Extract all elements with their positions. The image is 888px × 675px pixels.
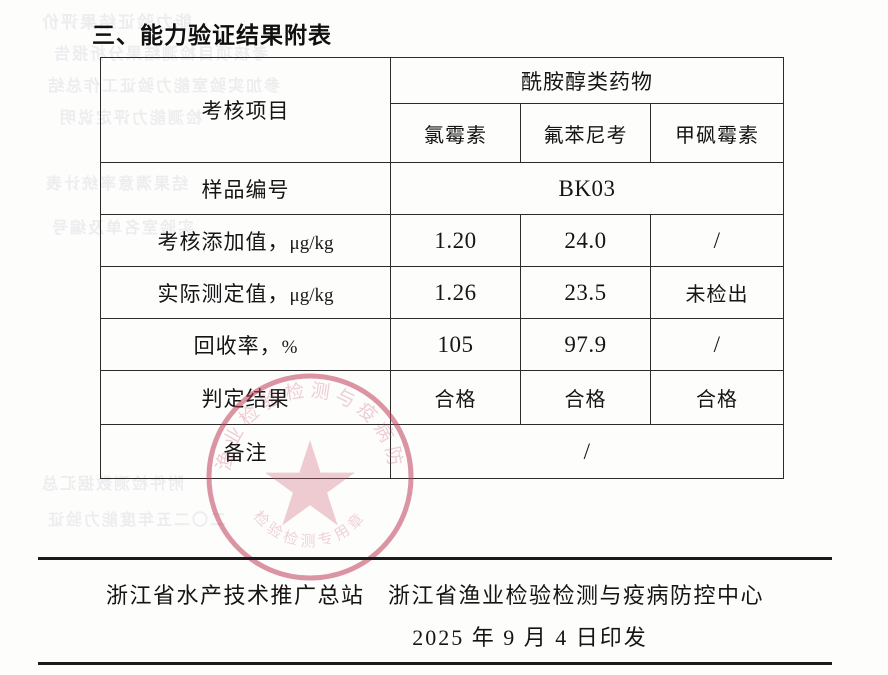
cell-spiked-2: /: [649, 214, 785, 267]
row-label-unit: μg/kg: [289, 284, 334, 306]
row-label-spiked-value: 考核添加值，μg/kg: [100, 214, 391, 267]
cell-spiked-1: 24.0: [520, 214, 651, 267]
header-cell-item: 考核项目: [100, 57, 391, 163]
footer-issue-date: 2025 年 9 月 4 日印发: [412, 625, 648, 650]
header-cell-analyte-0: 氯霉素: [390, 103, 521, 163]
table-row: 判定结果 合格 合格 合格: [100, 370, 785, 425]
cell-recovery-0: 105: [390, 318, 521, 371]
header-cell-analyte-2: 甲砜霉素: [649, 103, 785, 163]
row-label-recovery: 回收率，%: [100, 318, 391, 371]
row-label-measured-value: 实际测定值，μg/kg: [100, 266, 391, 319]
capability-verification-table: 考核项目 酰胺醇类药物 氯霉素 氟苯尼考 甲砜霉素 样品编号 BK03 考核添加…: [100, 57, 785, 479]
row-value-sample-no: BK03: [389, 162, 785, 215]
table-header-row-group: 考核项目 酰胺醇类药物: [100, 57, 785, 163]
table-row: 回收率，% 105 97.9 /: [100, 318, 785, 371]
row-label-remarks: 备注: [100, 424, 391, 479]
footer-rule-bottom: [38, 662, 832, 665]
table-row: 实际测定值，μg/kg 1.26 23.5 未检出: [100, 266, 785, 319]
row-label-unit: %: [281, 336, 298, 358]
table-row: 考核添加值，μg/kg 1.20 24.0 /: [100, 214, 785, 267]
cell-recovery-2: /: [649, 318, 785, 371]
cell-measured-0: 1.26: [390, 266, 521, 319]
header-cell-drug-group: 酰胺醇类药物: [389, 57, 785, 104]
cell-spiked-0: 1.20: [390, 214, 521, 267]
table-row: 样品编号 BK03: [100, 162, 785, 215]
row-label-text: 考核添加值，: [157, 229, 290, 254]
bleed-through-text: 二〇二五年度能力验证: [46, 512, 227, 529]
row-label-unit: μg/kg: [289, 232, 334, 254]
row-label-sample-no: 样品编号: [100, 162, 391, 215]
row-label-verdict: 判定结果: [100, 370, 391, 425]
footer-rule-top: [38, 557, 832, 560]
svg-text:检验检测专用章: 检验检测专用章: [250, 507, 370, 550]
row-label-text: 实际测定值，: [157, 281, 290, 306]
cell-measured-1: 23.5: [520, 266, 651, 319]
section-heading: 三、能力验证结果附表: [92, 22, 332, 48]
cell-measured-2: 未检出: [649, 266, 785, 319]
table-row: 备注 /: [100, 424, 785, 479]
cell-verdict-2: 合格: [649, 370, 785, 425]
cell-recovery-1: 97.9: [520, 318, 651, 371]
table-header-row-analytes: 氯霉素 氟苯尼考 甲砜霉素: [101, 103, 785, 163]
cell-verdict-1: 合格: [520, 370, 651, 425]
header-cell-analyte-1: 氟苯尼考: [520, 103, 651, 163]
row-label-text: 回收率，: [193, 333, 282, 358]
cell-verdict-0: 合格: [390, 370, 521, 425]
cell-remarks-value: /: [389, 424, 785, 479]
footer-organizations: 浙江省水产技术推广总站 浙江省渔业检验检测与疫病防控中心: [105, 584, 764, 609]
